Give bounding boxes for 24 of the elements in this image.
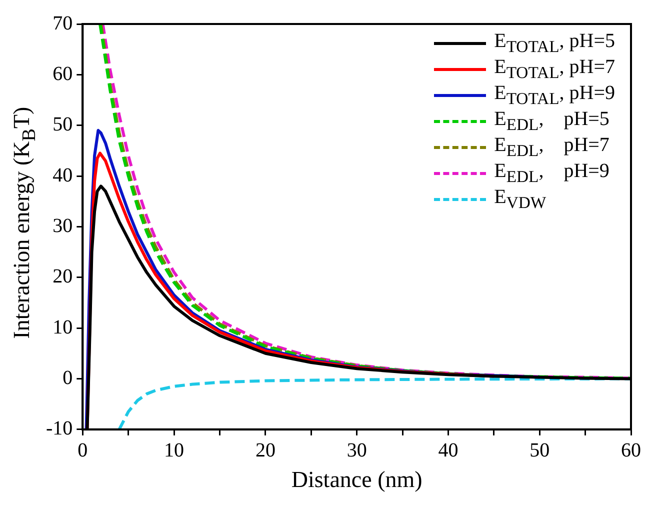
legend-label: E$_{TOTAL}$, pH=5 (494, 30, 615, 56)
x-axis-title: Distance (nm) (291, 467, 422, 492)
y-tick-label: 30 (52, 214, 73, 237)
legend-label: E$_{EDL}$, pH=9 (494, 160, 610, 186)
x-tick-label: 0 (78, 440, 88, 462)
y-tick-label: 0 (62, 366, 73, 389)
y-tick-label: 70 (52, 12, 73, 34)
x-tick-label: 20 (255, 440, 276, 462)
legend-label: E$_{TOTAL}$, pH=9 (494, 82, 615, 108)
x-tick-label: 40 (438, 440, 458, 462)
legend-label: E$_{VDW}$ (494, 186, 546, 212)
y-tick-label: 60 (52, 62, 73, 85)
y-tick-label: 50 (52, 114, 73, 136)
x-tick-label: 50 (530, 440, 550, 462)
x-tick-label: 10 (164, 440, 184, 462)
y-tick-label: -10 (46, 418, 73, 440)
y-tick-label: 40 (52, 164, 73, 186)
legend-label: E$_{TOTAL}$, pH=7 (494, 56, 615, 82)
y-tick-label: 10 (52, 316, 73, 338)
legend-label: E$_{EDL}$, pH=7 (494, 134, 610, 160)
y-tick-label: 20 (52, 266, 73, 288)
legend-label: E$_{EDL}$, pH=5 (494, 108, 610, 134)
x-tick-label: 60 (621, 440, 641, 462)
x-tick-label: 30 (346, 440, 367, 462)
